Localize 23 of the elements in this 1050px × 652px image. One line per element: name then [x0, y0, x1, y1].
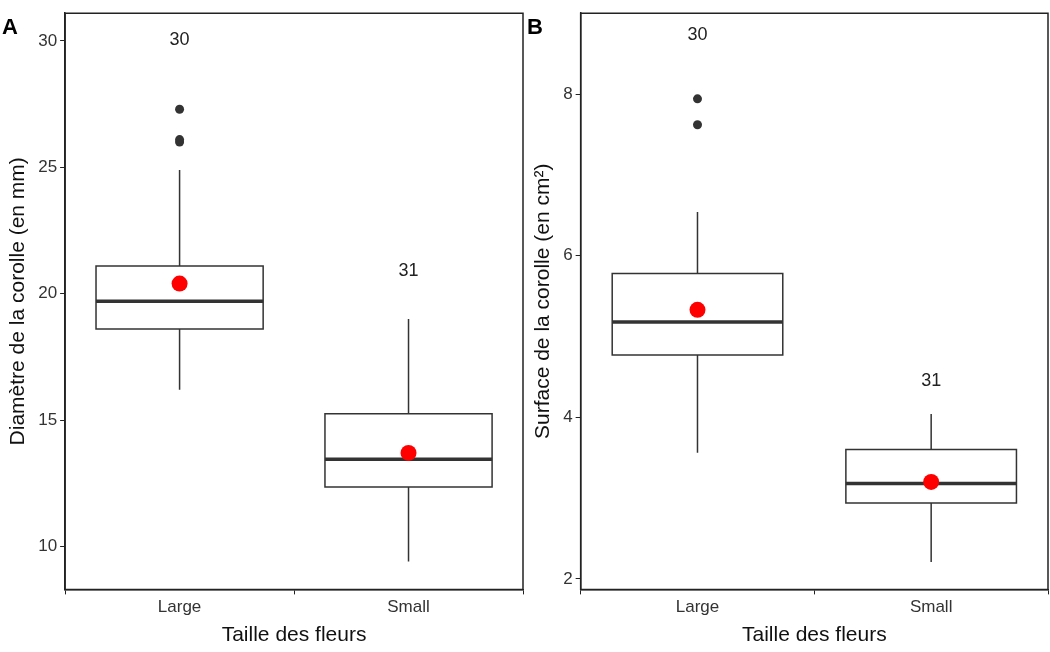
- chart-title: B: [527, 14, 543, 40]
- annotation: 31: [921, 370, 942, 391]
- y-tick-label: 20: [38, 283, 58, 303]
- annotation: 30: [687, 23, 708, 44]
- annotation: 31: [398, 259, 419, 280]
- y-tick-label: 10: [38, 536, 58, 556]
- y-tick-label: 25: [38, 157, 58, 177]
- annotation: 30: [169, 29, 190, 50]
- y-tick-label: 2: [563, 568, 573, 588]
- x-tick-label: Small: [909, 597, 953, 617]
- x-tick-label: Large: [675, 597, 720, 617]
- y-tick-label: 6: [563, 245, 573, 265]
- x-tick-label: Small: [387, 597, 430, 617]
- x-axis-title: Taille des fleurs: [741, 622, 887, 646]
- y-tick-label: 4: [563, 406, 573, 426]
- x-tick-label: Large: [157, 597, 202, 617]
- chart-title: A: [2, 14, 18, 40]
- y-tick-label: 15: [38, 409, 58, 429]
- x-axis-title: Taille des fleurs: [221, 622, 367, 646]
- y-axis-title: Surface de la corolle (en cm²): [530, 163, 554, 440]
- y-tick-label: 8: [563, 83, 573, 103]
- y-tick-label: 30: [38, 30, 58, 50]
- y-axis-title: Diamètre de la corolle (en mm): [5, 157, 29, 446]
